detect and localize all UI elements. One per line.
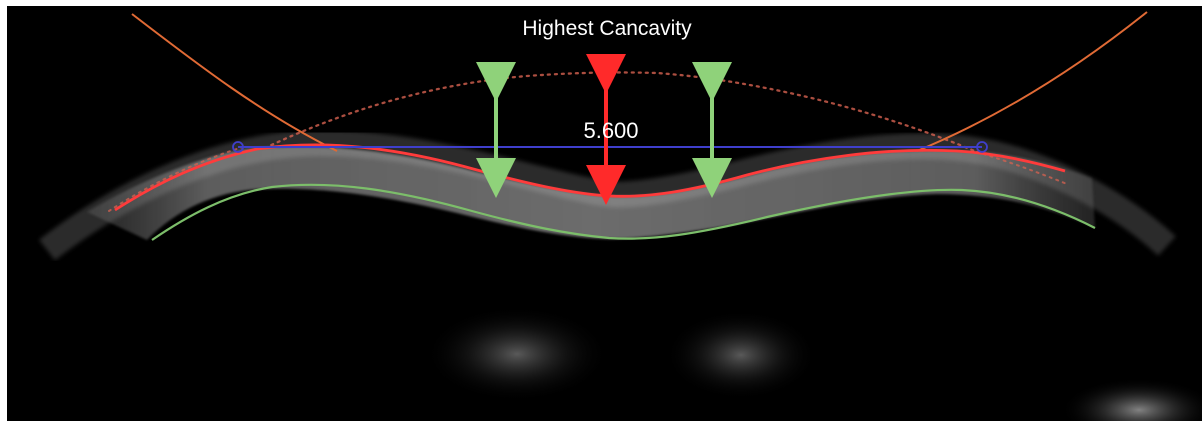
orange-arc-right xyxy=(916,11,1148,152)
oct-scan-graphics xyxy=(7,6,1202,421)
reflection-glow-corner xyxy=(1061,378,1202,421)
cornea-band xyxy=(87,146,1095,240)
image-title: Highest Cancavity xyxy=(522,17,692,40)
oct-scan-image: Highest Cancavity 5.600 xyxy=(7,6,1202,421)
measurement-value: 5.600 xyxy=(583,118,639,143)
orange-arc-left xyxy=(131,13,338,152)
left-marker-icon xyxy=(232,141,244,153)
right-marker-icon xyxy=(976,141,988,153)
posterior-boundary-curve xyxy=(151,183,1096,241)
reflection-glow-left xyxy=(425,306,609,402)
dotted-reference-arc-left xyxy=(108,146,244,212)
reflection-glow-right xyxy=(665,310,817,400)
